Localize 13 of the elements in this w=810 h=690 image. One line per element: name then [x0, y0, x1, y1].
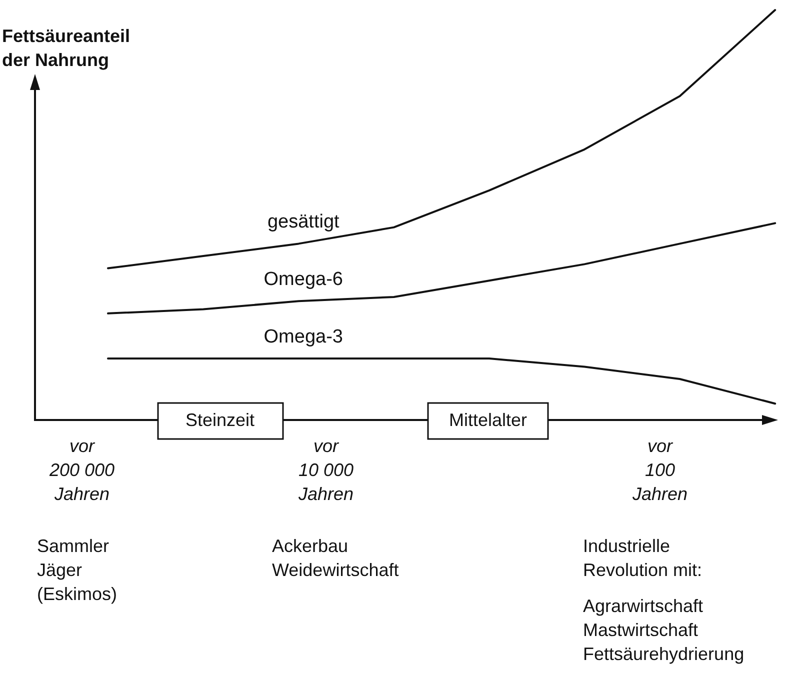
series-label: Omega-6: [264, 269, 343, 290]
series-label: gesättigt: [267, 212, 340, 233]
text: vor 10 000 Jahren: [297, 436, 354, 504]
text: Agrarwirtschaft Mastwirtschaft Fettsäurehydrierung: [583, 596, 744, 664]
text: vor 200 000 Jahren: [48, 436, 115, 504]
text: Industrielle Revolution mit:: [583, 536, 702, 580]
annotation: Steinzeit: [185, 410, 255, 430]
y-axis-title: Fettsäureanteil der Nahrung: [2, 26, 130, 70]
annotation: Mittelalter: [448, 410, 528, 430]
text: vor 100 Jahren: [631, 436, 688, 504]
text: Sammler Jäger (Eskimos): [37, 536, 117, 604]
series-label: Omega-3: [264, 326, 343, 348]
text: Ackerbau Weidewirtschaft: [272, 536, 399, 580]
